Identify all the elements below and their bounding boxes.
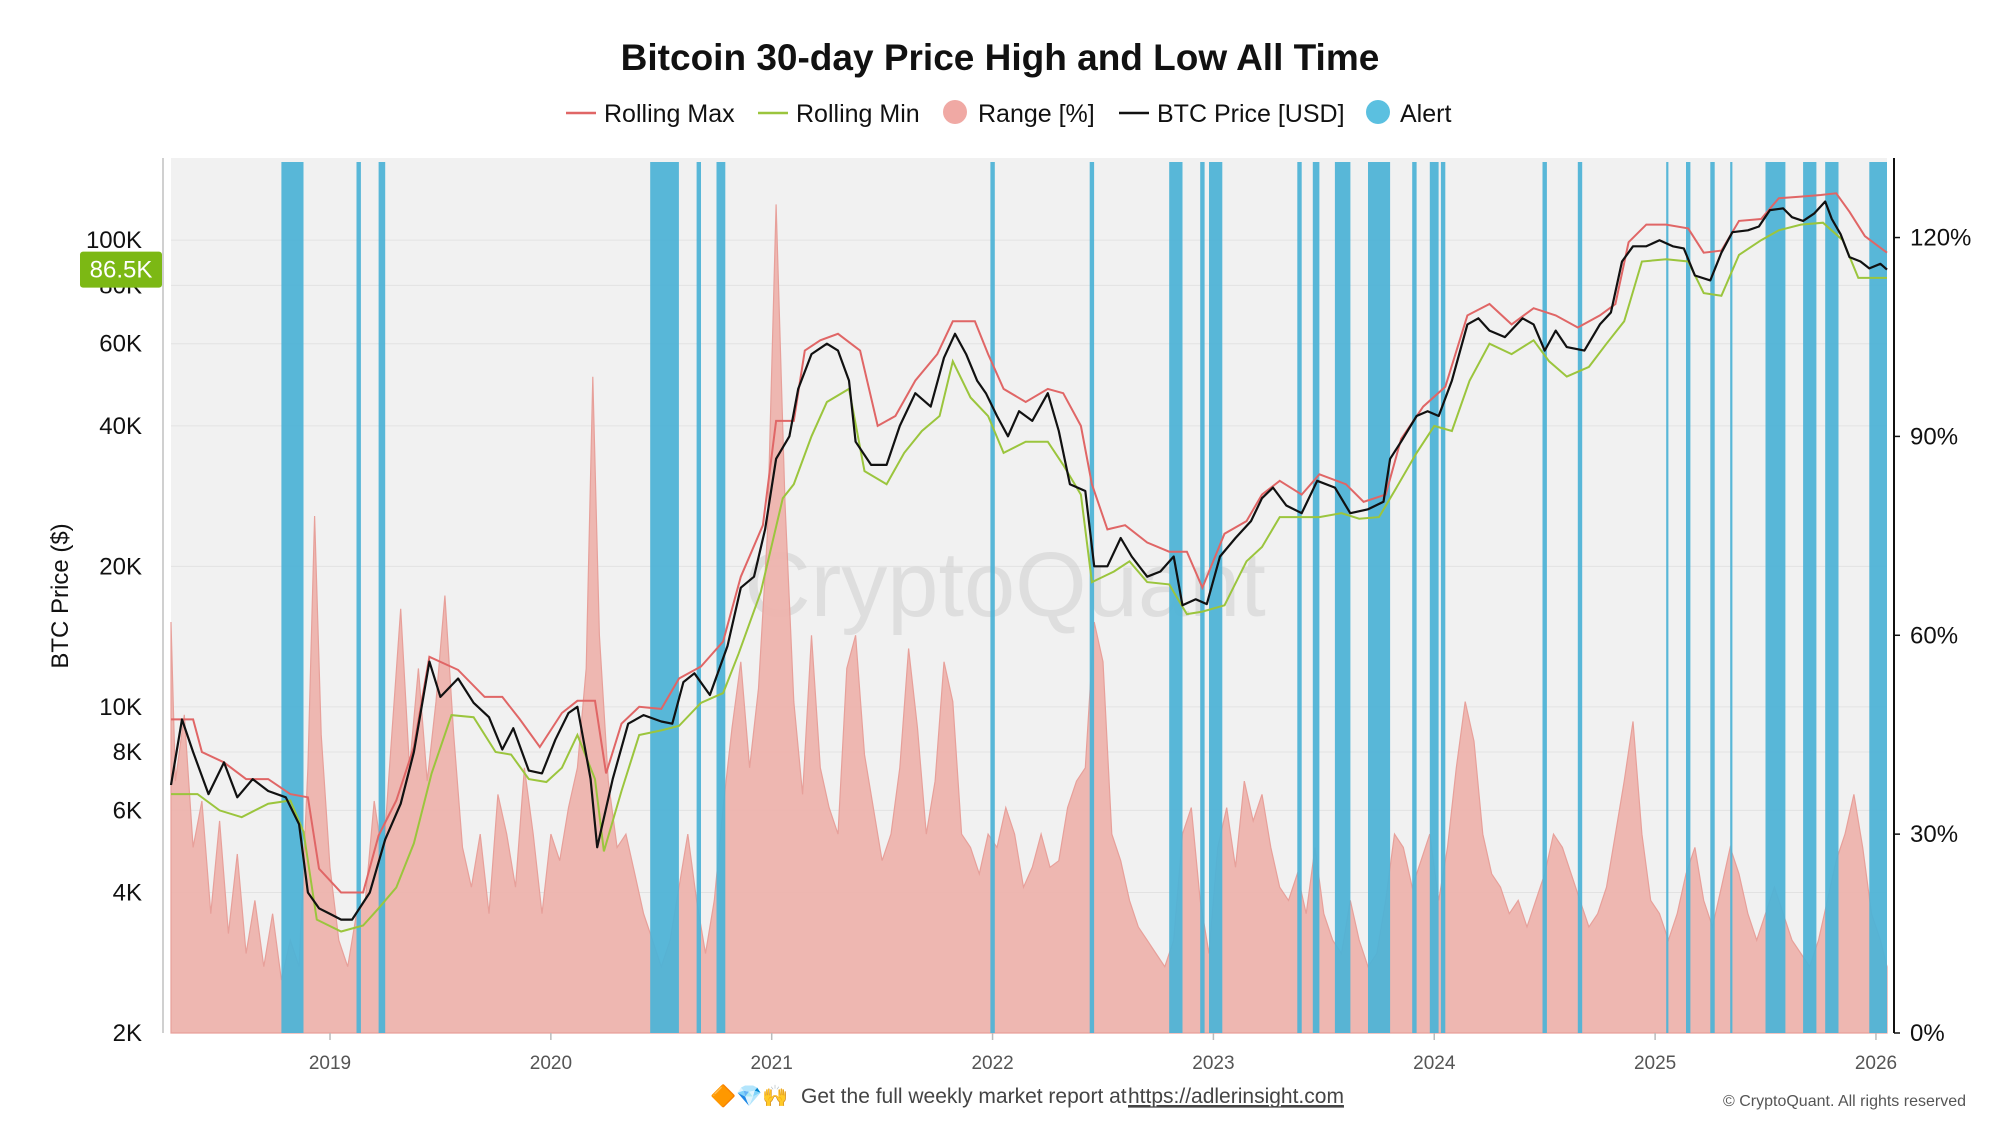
rolling-min-line (171, 221, 1887, 933)
alert-bar (1297, 162, 1302, 1033)
legend-alert-swatch (1366, 100, 1390, 124)
alert-bar (716, 162, 726, 1033)
footer-emoji: 🔶💎🙌 (710, 1083, 788, 1108)
y-left-tick-label: 4K (113, 880, 142, 907)
alert-series (281, 162, 1887, 1033)
alert-bar (1730, 162, 1733, 1033)
y-right-tick-label: 120% (1910, 225, 1971, 252)
y-left-tick-label: 8K (113, 739, 142, 766)
x-tick-label: 2023 (1192, 1053, 1234, 1074)
footer-text: Get the full weekly market report at (801, 1085, 1127, 1108)
y-left-tick-label: 2K (113, 1020, 142, 1047)
legend-range-label[interactable]: Range [%] (978, 100, 1095, 128)
copyright: © CryptoQuant. All rights reserved (1723, 1093, 1966, 1110)
legend-btc-price-label[interactable]: BTC Price [USD] (1157, 100, 1345, 128)
alert-bar (281, 162, 304, 1033)
y-left-tick-label: 6K (113, 797, 142, 824)
alert-bar (1869, 162, 1887, 1033)
alert-bar (1440, 162, 1446, 1033)
x-tick-label: 2020 (530, 1053, 572, 1074)
alert-bar (696, 162, 701, 1033)
alert-bar (1765, 162, 1786, 1033)
alert-bar (650, 162, 679, 1033)
legend-range-swatch (943, 100, 967, 124)
x-tick-label: 2026 (1855, 1053, 1897, 1074)
alert-bar (1577, 162, 1583, 1033)
alert-bar (1825, 162, 1839, 1033)
x-tick-label: 2022 (971, 1053, 1013, 1074)
y-axis-title: BTC Price ($) (47, 523, 74, 668)
alert-bar (1803, 162, 1817, 1033)
right-axis-ticks: 0% 30% 60% 90% 120% (1894, 225, 1971, 1047)
y-right-tick-label: 30% (1910, 821, 1958, 848)
btc-price-line (169, 200, 1888, 921)
alert-bar (1200, 162, 1205, 1033)
alert-bar (1542, 162, 1547, 1033)
y-left-tick-label: 40K (99, 413, 142, 440)
current-price-badge: 86.5K (80, 251, 162, 288)
alert-bar (1412, 162, 1417, 1033)
alert-bar (1334, 162, 1351, 1033)
current-price-badge-bg (80, 251, 162, 288)
alert-bar (1429, 162, 1439, 1033)
y-left-tick-label: 10K (99, 694, 142, 721)
alert-bar (1209, 162, 1223, 1033)
y-left-tick-label: 20K (99, 553, 142, 580)
alert-bar (1368, 162, 1391, 1033)
x-tick-label: 2024 (1413, 1053, 1456, 1074)
x-tick-label: 2021 (751, 1053, 793, 1074)
legend-alert-label[interactable]: Alert (1400, 100, 1451, 128)
left-axis-ticks: 2K4K6K8K10K20K40K60K80K100K (86, 227, 142, 1047)
x-tick-label: 2025 (1634, 1053, 1676, 1074)
chart-title: Bitcoin 30-day Price High and Low All Ti… (621, 37, 1380, 78)
watermark: CryptoQuant (744, 534, 1266, 636)
alert-bar (1312, 162, 1320, 1033)
y-right-tick-label: 60% (1910, 622, 1958, 649)
gridlines (171, 239, 1887, 894)
line-series (169, 192, 1888, 933)
legend-rolling-max-label[interactable]: Rolling Max (604, 100, 735, 128)
alert-bar (378, 162, 386, 1033)
current-price-label: 86.5K (90, 257, 153, 284)
y-right-tick-label: 90% (1910, 423, 1958, 450)
footer-link[interactable]: https://adlerinsight.com (1128, 1085, 1344, 1108)
alert-bar (990, 162, 995, 1033)
x-tick-label: 2019 (309, 1053, 351, 1074)
alert-bar (1710, 162, 1715, 1033)
y-left-tick-label: 100K (86, 227, 142, 254)
legend: Rolling Max Rolling Min Range [%] BTC Pr… (566, 100, 1451, 128)
y-left-tick-label: 60K (99, 331, 142, 358)
alert-bar (1666, 162, 1669, 1033)
alert-bar (1089, 162, 1095, 1033)
y-right-tick-label: 0% (1910, 1020, 1945, 1047)
footer: 🔶💎🙌 Get the full weekly market report at… (710, 1083, 1344, 1108)
alert-bar (356, 162, 361, 1033)
x-axis-ticks: 2019 2020 2021 2022 2023 2024 2025 2026 (309, 1033, 1897, 1074)
legend-rolling-min-label[interactable]: Rolling Min (796, 100, 920, 128)
alert-bar (1686, 162, 1691, 1033)
